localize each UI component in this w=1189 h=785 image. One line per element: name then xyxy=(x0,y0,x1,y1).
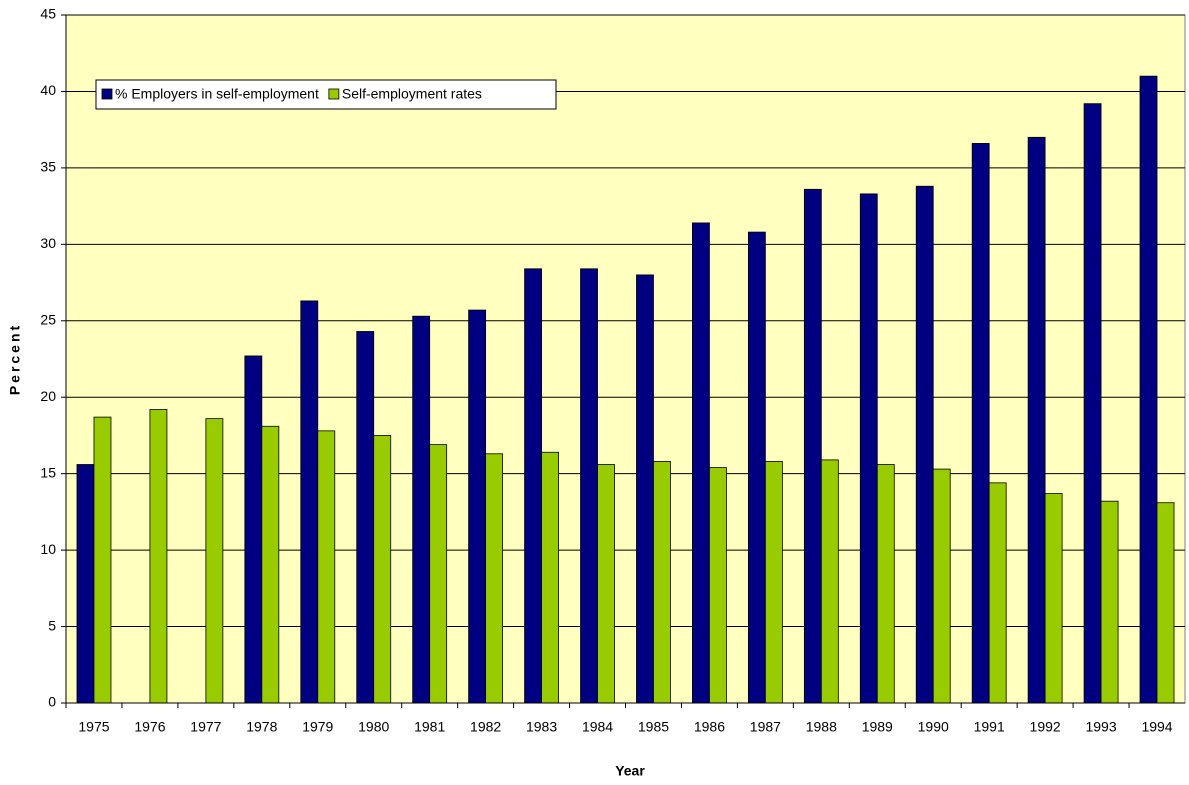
bar xyxy=(412,315,431,704)
bar xyxy=(876,464,895,704)
y-tick-label: 10 xyxy=(40,541,56,557)
y-tick-label: 40 xyxy=(40,82,56,98)
legend-swatch xyxy=(101,88,113,100)
bar xyxy=(468,309,487,704)
bar xyxy=(76,464,95,704)
x-tick-label: 1992 xyxy=(1030,719,1061,735)
y-tick-label: 45 xyxy=(40,6,56,22)
bar xyxy=(692,222,710,704)
y-tick-label: 0 xyxy=(48,694,56,710)
legend-label: % Employers in self-employment xyxy=(115,86,319,102)
x-tick-label: 1982 xyxy=(470,719,501,735)
bar xyxy=(636,274,654,704)
x-tick-label: 1983 xyxy=(526,719,557,735)
bar xyxy=(205,418,224,704)
bar xyxy=(1156,502,1175,704)
x-tick-label: 1985 xyxy=(638,719,669,735)
x-axis-label: Year xyxy=(615,763,645,779)
y-tick-label: 15 xyxy=(40,464,56,480)
bar xyxy=(820,459,839,704)
bar xyxy=(1100,500,1119,704)
y-tick-label: 25 xyxy=(40,311,56,327)
x-tick-label: 1987 xyxy=(750,719,781,735)
x-tick-label: 1988 xyxy=(806,719,837,735)
x-tick-label: 1991 xyxy=(974,719,1005,735)
y-tick-label: 30 xyxy=(40,235,56,251)
bar xyxy=(932,468,951,704)
bar xyxy=(709,467,727,704)
bar xyxy=(429,444,448,704)
bar xyxy=(373,435,392,704)
bar xyxy=(971,143,990,704)
y-tick-label: 35 xyxy=(40,159,56,175)
x-tick-label: 1977 xyxy=(190,719,221,735)
x-tick-label: 1986 xyxy=(694,719,725,735)
bar xyxy=(859,193,878,704)
bar xyxy=(356,331,375,704)
x-tick-label: 1981 xyxy=(414,719,445,735)
y-axis-label: Percent xyxy=(7,323,23,395)
bar xyxy=(300,300,319,704)
bar xyxy=(524,268,542,704)
legend-label: Self-employment rates xyxy=(342,86,482,102)
x-tick-label: 1990 xyxy=(918,719,949,735)
bar xyxy=(597,464,615,704)
x-tick-label: 1978 xyxy=(246,719,277,735)
bar xyxy=(1044,493,1063,704)
x-tick-label: 1984 xyxy=(582,719,613,735)
legend-swatch xyxy=(328,88,340,100)
bar xyxy=(93,416,112,704)
legend-box xyxy=(95,79,557,110)
x-tick-label: 1980 xyxy=(358,719,389,735)
x-tick-label: 1994 xyxy=(1141,719,1172,735)
x-tick-label: 1975 xyxy=(78,719,109,735)
x-tick-label: 1979 xyxy=(302,719,333,735)
bar xyxy=(149,409,168,704)
bar xyxy=(541,451,559,704)
plot-area xyxy=(65,14,1186,704)
bar xyxy=(1027,136,1046,704)
bar xyxy=(1083,103,1102,704)
bar xyxy=(580,268,598,704)
bar xyxy=(653,461,671,704)
bar xyxy=(244,355,263,704)
bar xyxy=(764,461,783,704)
x-tick-label: 1976 xyxy=(134,719,165,735)
bar xyxy=(747,231,766,704)
bar xyxy=(485,453,504,704)
bar xyxy=(317,430,336,704)
bar xyxy=(803,188,822,704)
x-tick-label: 1989 xyxy=(862,719,893,735)
x-tick-label: 1993 xyxy=(1085,719,1116,735)
bar xyxy=(988,482,1007,704)
y-tick-label: 5 xyxy=(48,617,56,633)
bar xyxy=(1139,75,1158,704)
bar xyxy=(261,425,280,704)
y-tick-label: 20 xyxy=(40,388,56,404)
bar xyxy=(915,185,934,704)
